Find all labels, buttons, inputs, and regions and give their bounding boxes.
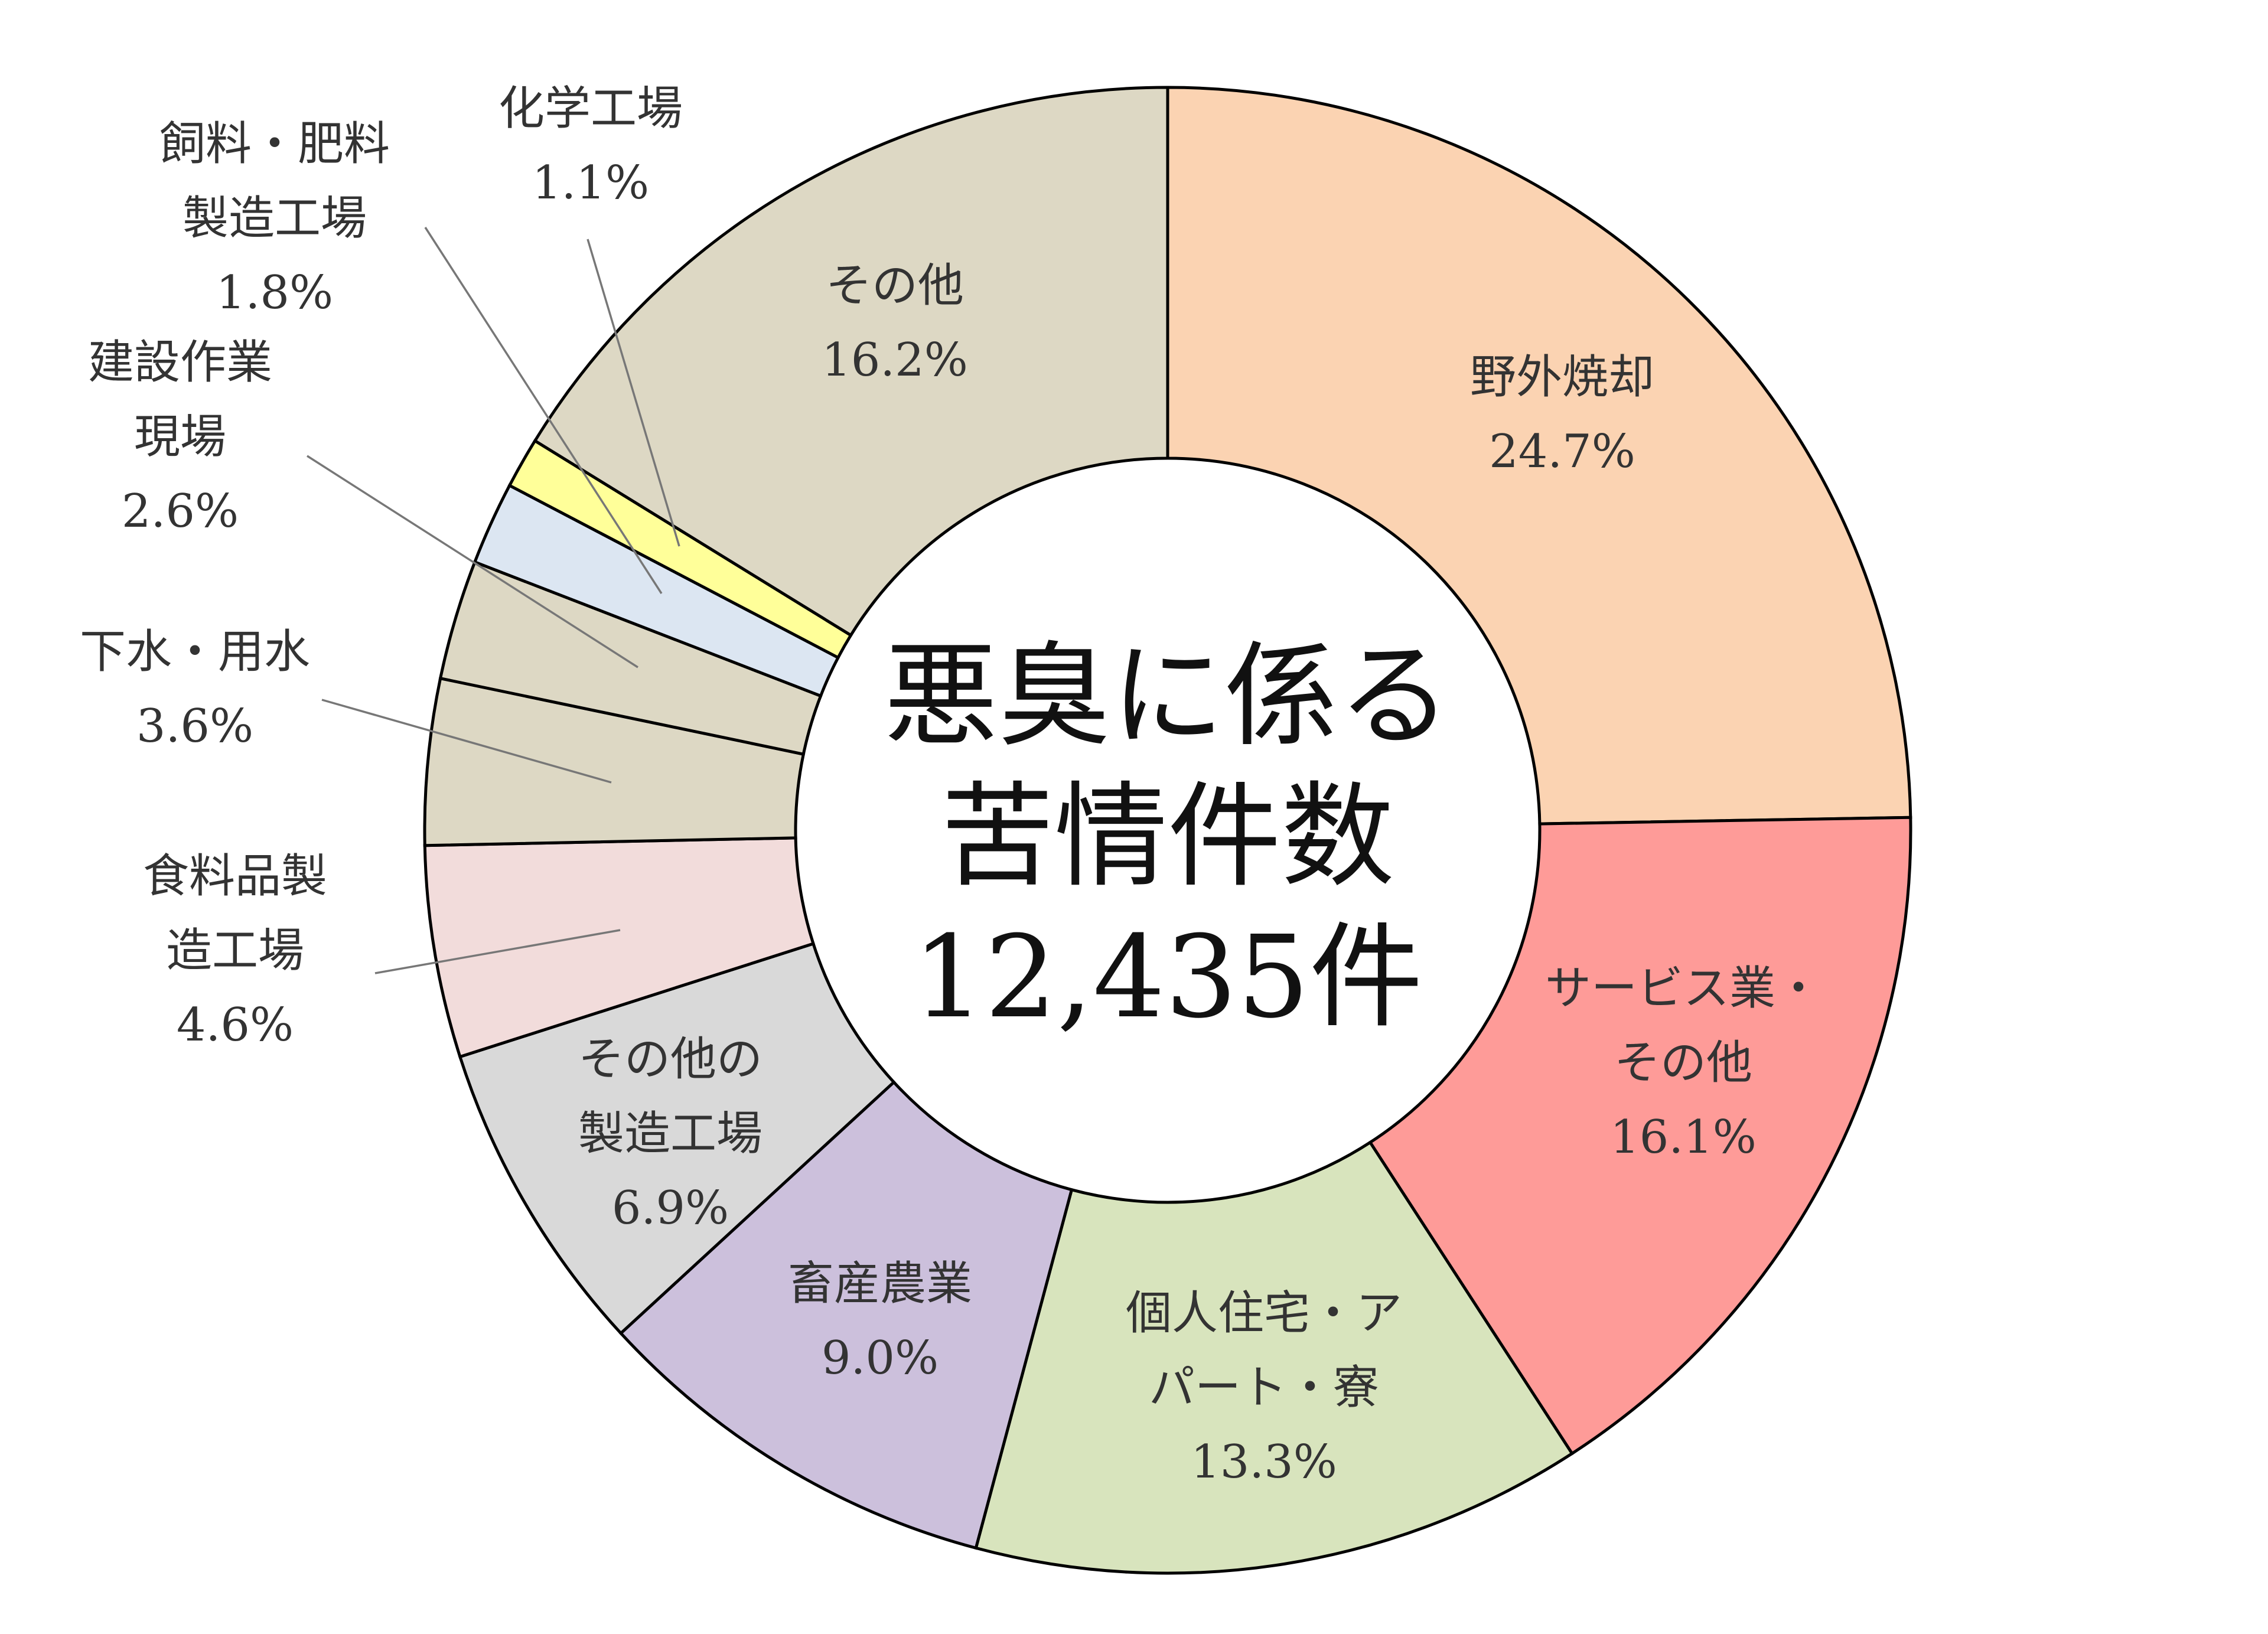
slice-label-7: 建設作業現場 2.6% [88,336,272,538]
slice-label-5: 食料品製造工場 4.6% [143,850,327,1052]
slice-value-5: 4.6% [177,999,294,1052]
slice-value-2: 13.3% [1191,1436,1337,1489]
slice-name-2-0: 個人住宅・ア [1126,1287,1402,1340]
donut-slice-2 [974,1140,1575,1575]
slice-value-9: 1.1% [532,156,649,210]
slice-name-1-1: その他 [1614,1036,1752,1090]
slice-label-0: 野外焼却 24.7% [1470,351,1654,478]
leader-line-9 [586,239,680,547]
slice-name-8-0: 飼料・肥料 [159,118,390,171]
slice-label-8: 飼料・肥料製造工場 1.8% [159,118,390,319]
slice-label-3: 畜産農業 9.0% [788,1257,972,1385]
slice-value-7: 2.6% [122,485,239,538]
slice-name-10-0: その他 [826,259,964,312]
donut-slice-4 [458,941,896,1336]
donut-slice-1 [1368,816,1912,1456]
slice-name-4-1: 製造工場 [578,1107,762,1160]
center-label-line-2: 12,435件 [913,912,1423,1043]
slice-name-3-0: 畜産農業 [788,1257,972,1310]
slice-name-5-1: 造工場 [166,924,304,977]
slice-value-8: 1.8% [216,266,333,319]
slice-name-6-0: 下水・用水 [80,625,310,679]
slice-name-8-1: 製造工場 [183,192,367,245]
slice-value-3: 9.0% [822,1332,939,1385]
slice-label-2: 個人住宅・アパート・寮 13.3% [1126,1287,1402,1489]
donut-slice-10 [533,86,1169,638]
center-label-line-0: 悪臭に係る [884,631,1451,762]
slice-name-7-0: 建設作業 [88,336,272,389]
slice-value-10: 16.2% [822,334,968,387]
leader-line-8 [424,227,663,594]
slice-value-6: 3.6% [136,700,253,753]
donut-slice-3 [618,1079,1074,1550]
slice-value-1: 16.1% [1610,1111,1757,1164]
slice-name-2-1: パート・寮 [1149,1361,1379,1414]
slice-label-6: 下水・用水 3.6% [80,625,310,753]
label-layer: 野外焼却 24.7%サービス業・その他 16.1%個人住宅・アパート・寮 13.3%畜… [80,82,1821,1489]
slice-name-7-1: 現場 [134,410,226,464]
leader-line-7 [307,455,638,668]
slice-label-1: サービス業・その他 16.1% [1545,962,1821,1164]
slice-value-4: 6.9% [612,1182,729,1235]
slice-name-4-0: その他の [578,1033,762,1086]
donut-slice-0 [1166,86,1912,826]
center-label-line-1: 苦情件数 [941,771,1394,903]
leader-line-6 [321,699,612,784]
slice-name-0-0: 野外焼却 [1470,351,1654,404]
slice-name-9-0: 化学工場 [498,82,683,135]
leader-line-5 [374,929,621,974]
slice-label-4: その他の製造工場 6.9% [578,1033,762,1235]
leader-layer [307,227,680,974]
slice-name-1-0: サービス業・ [1545,962,1821,1015]
slice-value-0: 24.7% [1489,425,1635,478]
slice-name-5-0: 食料品製 [143,850,327,903]
slice-label-9: 化学工場 1.1% [498,82,683,210]
segment-layer [423,86,1912,1575]
slice-label-10: その他 16.2% [822,259,968,387]
